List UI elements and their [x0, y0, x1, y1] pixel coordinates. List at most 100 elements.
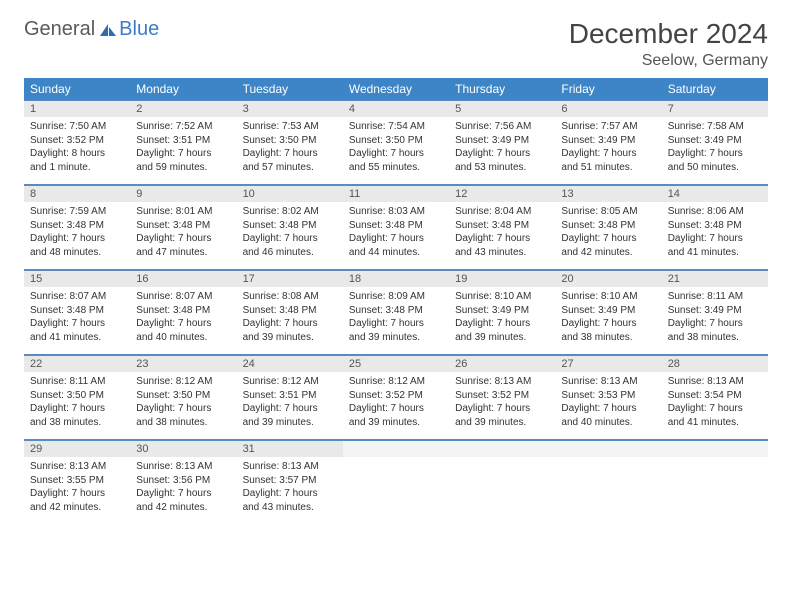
sunset-text: Sunset: 3:48 PM — [243, 304, 337, 318]
day-body: Sunrise: 8:08 AMSunset: 3:48 PMDaylight:… — [237, 287, 343, 354]
sunrise-text: Sunrise: 8:08 AM — [243, 290, 337, 304]
calendar-cell: 30Sunrise: 8:13 AMSunset: 3:56 PMDayligh… — [130, 440, 236, 525]
calendar-cell — [555, 440, 661, 525]
daylight-text: Daylight: 7 hours and 46 minutes. — [243, 232, 337, 259]
month-title: December 2024 — [569, 18, 768, 50]
sunset-text: Sunset: 3:50 PM — [243, 134, 337, 148]
calendar-cell: 23Sunrise: 8:12 AMSunset: 3:50 PMDayligh… — [130, 355, 236, 440]
sunrise-text: Sunrise: 8:01 AM — [136, 205, 230, 219]
calendar-cell: 15Sunrise: 8:07 AMSunset: 3:48 PMDayligh… — [24, 270, 130, 355]
sunrise-text: Sunrise: 8:05 AM — [561, 205, 655, 219]
day-number: 10 — [237, 185, 343, 202]
day-number: 28 — [662, 355, 768, 372]
calendar-cell: 20Sunrise: 8:10 AMSunset: 3:49 PMDayligh… — [555, 270, 661, 355]
calendar-row: 29Sunrise: 8:13 AMSunset: 3:55 PMDayligh… — [24, 440, 768, 525]
calendar-cell: 25Sunrise: 8:12 AMSunset: 3:52 PMDayligh… — [343, 355, 449, 440]
day-body: Sunrise: 8:11 AMSunset: 3:50 PMDaylight:… — [24, 372, 130, 439]
day-body: Sunrise: 7:50 AMSunset: 3:52 PMDaylight:… — [24, 117, 130, 184]
sunrise-text: Sunrise: 8:12 AM — [349, 375, 443, 389]
calendar-cell: 18Sunrise: 8:09 AMSunset: 3:48 PMDayligh… — [343, 270, 449, 355]
sunrise-text: Sunrise: 8:10 AM — [455, 290, 549, 304]
calendar-cell: 6Sunrise: 7:57 AMSunset: 3:49 PMDaylight… — [555, 100, 661, 185]
daylight-text: Daylight: 7 hours and 55 minutes. — [349, 147, 443, 174]
sunrise-text: Sunrise: 8:10 AM — [561, 290, 655, 304]
day-body-empty — [343, 457, 449, 519]
day-header-tuesday: Tuesday — [237, 78, 343, 100]
day-number: 12 — [449, 185, 555, 202]
sunset-text: Sunset: 3:53 PM — [561, 389, 655, 403]
sunrise-text: Sunrise: 7:50 AM — [30, 120, 124, 134]
calendar-cell: 4Sunrise: 7:54 AMSunset: 3:50 PMDaylight… — [343, 100, 449, 185]
day-header-sunday: Sunday — [24, 78, 130, 100]
sunset-text: Sunset: 3:49 PM — [561, 134, 655, 148]
calendar-cell: 16Sunrise: 8:07 AMSunset: 3:48 PMDayligh… — [130, 270, 236, 355]
calendar-cell: 24Sunrise: 8:12 AMSunset: 3:51 PMDayligh… — [237, 355, 343, 440]
calendar-cell: 2Sunrise: 7:52 AMSunset: 3:51 PMDaylight… — [130, 100, 236, 185]
calendar-cell: 5Sunrise: 7:56 AMSunset: 3:49 PMDaylight… — [449, 100, 555, 185]
day-body: Sunrise: 7:53 AMSunset: 3:50 PMDaylight:… — [237, 117, 343, 184]
sunset-text: Sunset: 3:48 PM — [349, 219, 443, 233]
sunset-text: Sunset: 3:55 PM — [30, 474, 124, 488]
daylight-text: Daylight: 7 hours and 53 minutes. — [455, 147, 549, 174]
day-number: 16 — [130, 270, 236, 287]
sunset-text: Sunset: 3:51 PM — [136, 134, 230, 148]
daylight-text: Daylight: 7 hours and 41 minutes. — [668, 402, 762, 429]
calendar-row: 1Sunrise: 7:50 AMSunset: 3:52 PMDaylight… — [24, 100, 768, 185]
daylight-text: Daylight: 7 hours and 57 minutes. — [243, 147, 337, 174]
day-body: Sunrise: 8:12 AMSunset: 3:51 PMDaylight:… — [237, 372, 343, 439]
sunrise-text: Sunrise: 8:12 AM — [136, 375, 230, 389]
calendar-cell: 10Sunrise: 8:02 AMSunset: 3:48 PMDayligh… — [237, 185, 343, 270]
daylight-text: Daylight: 7 hours and 43 minutes. — [455, 232, 549, 259]
sunset-text: Sunset: 3:48 PM — [136, 304, 230, 318]
sunset-text: Sunset: 3:48 PM — [349, 304, 443, 318]
daylight-text: Daylight: 7 hours and 43 minutes. — [243, 487, 337, 514]
calendar-cell: 7Sunrise: 7:58 AMSunset: 3:49 PMDaylight… — [662, 100, 768, 185]
sunrise-text: Sunrise: 8:11 AM — [30, 375, 124, 389]
calendar-row: 22Sunrise: 8:11 AMSunset: 3:50 PMDayligh… — [24, 355, 768, 440]
day-number: 26 — [449, 355, 555, 372]
day-body: Sunrise: 8:01 AMSunset: 3:48 PMDaylight:… — [130, 202, 236, 269]
day-body: Sunrise: 7:57 AMSunset: 3:49 PMDaylight:… — [555, 117, 661, 184]
day-number: 11 — [343, 185, 449, 202]
calendar-cell: 19Sunrise: 8:10 AMSunset: 3:49 PMDayligh… — [449, 270, 555, 355]
daylight-text: Daylight: 7 hours and 50 minutes. — [668, 147, 762, 174]
day-body: Sunrise: 8:05 AMSunset: 3:48 PMDaylight:… — [555, 202, 661, 269]
day-body-empty — [662, 457, 768, 519]
day-body: Sunrise: 8:13 AMSunset: 3:52 PMDaylight:… — [449, 372, 555, 439]
day-body: Sunrise: 7:56 AMSunset: 3:49 PMDaylight:… — [449, 117, 555, 184]
sunrise-text: Sunrise: 8:02 AM — [243, 205, 337, 219]
sunset-text: Sunset: 3:50 PM — [30, 389, 124, 403]
calendar-cell: 13Sunrise: 8:05 AMSunset: 3:48 PMDayligh… — [555, 185, 661, 270]
daylight-text: Daylight: 7 hours and 41 minutes. — [30, 317, 124, 344]
sunrise-text: Sunrise: 7:57 AM — [561, 120, 655, 134]
sunrise-text: Sunrise: 7:54 AM — [349, 120, 443, 134]
daylight-text: Daylight: 7 hours and 41 minutes. — [668, 232, 762, 259]
sunrise-text: Sunrise: 8:13 AM — [561, 375, 655, 389]
daylight-text: Daylight: 7 hours and 44 minutes. — [349, 232, 443, 259]
sunrise-text: Sunrise: 8:13 AM — [668, 375, 762, 389]
day-number: 31 — [237, 440, 343, 457]
day-number-empty — [662, 440, 768, 457]
daylight-text: Daylight: 7 hours and 38 minutes. — [561, 317, 655, 344]
daylight-text: Daylight: 7 hours and 38 minutes. — [30, 402, 124, 429]
day-number: 30 — [130, 440, 236, 457]
daylight-text: Daylight: 7 hours and 39 minutes. — [243, 317, 337, 344]
title-block: December 2024 Seelow, Germany — [569, 18, 768, 70]
daylight-text: Daylight: 8 hours and 1 minute. — [30, 147, 124, 174]
day-body: Sunrise: 8:12 AMSunset: 3:52 PMDaylight:… — [343, 372, 449, 439]
day-body: Sunrise: 8:09 AMSunset: 3:48 PMDaylight:… — [343, 287, 449, 354]
calendar-cell — [449, 440, 555, 525]
sunrise-text: Sunrise: 8:13 AM — [136, 460, 230, 474]
day-body: Sunrise: 8:07 AMSunset: 3:48 PMDaylight:… — [130, 287, 236, 354]
brand-text-blue: Blue — [119, 18, 159, 41]
day-number: 15 — [24, 270, 130, 287]
sunset-text: Sunset: 3:54 PM — [668, 389, 762, 403]
daylight-text: Daylight: 7 hours and 38 minutes. — [136, 402, 230, 429]
day-number: 4 — [343, 100, 449, 117]
daylight-text: Daylight: 7 hours and 42 minutes. — [136, 487, 230, 514]
daylight-text: Daylight: 7 hours and 51 minutes. — [561, 147, 655, 174]
day-body: Sunrise: 8:13 AMSunset: 3:57 PMDaylight:… — [237, 457, 343, 524]
brand-text-general: General — [24, 18, 95, 41]
brand-logo: General Blue — [24, 18, 159, 41]
sunrise-text: Sunrise: 7:52 AM — [136, 120, 230, 134]
